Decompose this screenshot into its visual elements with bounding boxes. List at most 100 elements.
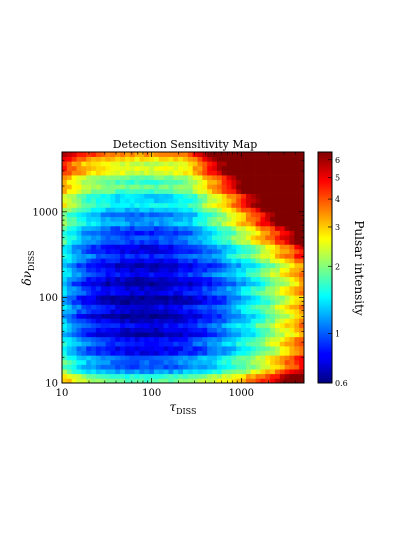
heatmap-cell (245, 152, 252, 157)
heatmap-cell (115, 221, 121, 227)
heatmap-cell (202, 165, 208, 171)
heatmap-cell (81, 202, 87, 208)
heatmap-cell (294, 332, 300, 338)
heatmap-cell (76, 299, 82, 305)
heatmap-cell (187, 170, 194, 176)
heatmap-cell (236, 207, 242, 213)
heatmap-cell (120, 290, 126, 296)
heatmap-cell (100, 327, 106, 333)
heatmap-cell (289, 267, 295, 273)
heatmap-cell (129, 322, 135, 328)
heatmap-cell (168, 350, 174, 356)
heatmap-cell (100, 161, 106, 167)
heatmap-cell (221, 225, 227, 231)
heatmap-cell (66, 378, 73, 384)
heatmap-cell (149, 272, 155, 278)
heatmap-cell (139, 216, 145, 222)
heatmap-cell (158, 285, 164, 291)
heatmap-cell (231, 221, 237, 227)
heatmap-cell (212, 249, 218, 254)
heatmap-cell (279, 188, 285, 194)
heatmap-cell (265, 188, 271, 194)
heatmap-cell (284, 216, 290, 222)
heatmap-cell (134, 364, 140, 370)
heatmap-cell (76, 161, 82, 167)
heatmap-cell (231, 295, 237, 301)
heatmap-cell (236, 193, 242, 199)
heatmap-cell (197, 322, 203, 328)
heatmap-cell (91, 359, 97, 365)
heatmap-cell (173, 188, 179, 194)
heatmap-cell (62, 299, 68, 305)
heatmap-cell (173, 364, 179, 370)
heatmap-cell (71, 327, 77, 333)
heatmap-cell (216, 170, 223, 176)
heatmap-cell (66, 239, 73, 245)
heatmap-cell (153, 369, 160, 375)
heatmap-cell (100, 378, 106, 384)
heatmap-cell (163, 355, 169, 361)
heatmap-cell (294, 313, 300, 319)
heatmap-cell (270, 267, 276, 273)
heatmap-cell (173, 318, 179, 324)
heatmap-cell (163, 262, 169, 268)
heatmap-cell (115, 267, 121, 273)
heatmap-cell (134, 276, 140, 282)
heatmap-cell (129, 230, 135, 236)
heatmap-cell (120, 179, 126, 185)
heatmap-cell (139, 156, 145, 162)
heatmap-cell (221, 212, 227, 218)
heatmap-cell (207, 216, 213, 222)
heatmap-cell (120, 152, 126, 157)
heatmap-cell (139, 152, 145, 157)
heatmap-cell (260, 207, 266, 213)
heatmap-cell (255, 225, 261, 231)
heatmap-cell (226, 207, 232, 213)
heatmap-cell (71, 355, 77, 361)
heatmap-cell (231, 161, 237, 167)
heatmap-cell (250, 299, 256, 305)
heatmap-cell (294, 230, 300, 236)
heatmap-cell (221, 304, 227, 310)
heatmap-cell (250, 184, 256, 190)
heatmap-cell (129, 272, 135, 278)
heatmap-cell (153, 258, 160, 264)
heatmap-cell (91, 179, 97, 185)
heatmap-cell (62, 212, 68, 218)
heatmap-cell (299, 253, 305, 259)
heatmap-cell (71, 272, 77, 278)
heatmap-cell (197, 285, 203, 291)
heatmap-cell (144, 341, 150, 347)
heatmap-cell (124, 378, 131, 384)
heatmap-cell (192, 373, 198, 379)
heatmap-cell (274, 350, 281, 356)
heatmap-cell (197, 156, 203, 162)
heatmap-cell (158, 355, 164, 361)
heatmap-cell (183, 373, 189, 379)
heatmap-cell (226, 378, 232, 384)
heatmap-cell (207, 198, 213, 204)
heatmap-cell (149, 304, 155, 310)
heatmap-cell (100, 262, 106, 268)
heatmap-cell (284, 304, 290, 310)
heatmap-cell (110, 313, 116, 319)
heatmap-cell (66, 318, 73, 324)
heatmap-cell (299, 309, 305, 315)
heatmap-cell (221, 276, 227, 282)
heatmap-cell (260, 156, 266, 162)
heatmap-cell (260, 221, 266, 227)
heatmap-cell (207, 272, 213, 278)
heatmap-cell (212, 207, 218, 213)
heatmap-cell (270, 207, 276, 213)
heatmap-cell (279, 221, 285, 227)
heatmap-cell (245, 341, 252, 347)
heatmap-cell (168, 285, 174, 291)
heatmap-cell (139, 267, 145, 273)
heatmap-cell (139, 262, 145, 268)
heatmap-cell (216, 364, 223, 370)
heatmap-cell (153, 212, 160, 218)
heatmap-cell (149, 221, 155, 227)
heatmap-cell (81, 313, 87, 319)
heatmap-cell (265, 202, 271, 208)
heatmap-cell (134, 369, 140, 375)
